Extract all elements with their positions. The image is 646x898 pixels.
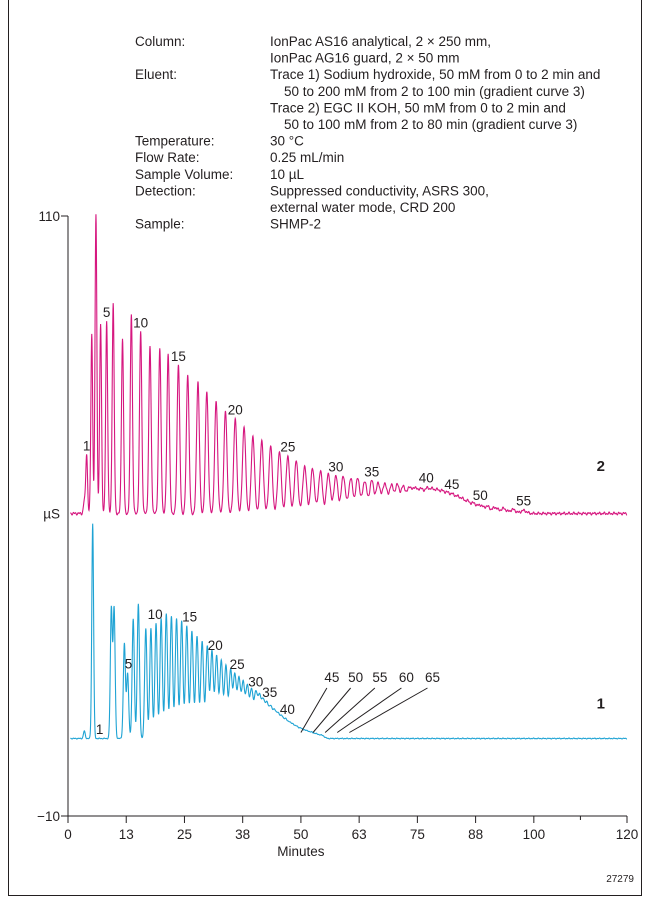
x-tick-label: 38 (235, 827, 250, 842)
trace-1-label: 1 (597, 696, 605, 713)
callout-label: 45 (324, 670, 339, 685)
peak-label: 10 (133, 315, 148, 330)
condition-value: 0.25 mL/min (270, 150, 344, 165)
peak-label: 35 (364, 464, 379, 479)
callout-leader-line (349, 687, 428, 733)
condition-label: Column: (135, 34, 185, 49)
condition-value: 10 µL (270, 167, 305, 182)
peak-label: 5 (103, 305, 111, 320)
peak-label: 40 (419, 470, 434, 485)
callout-label: 60 (399, 670, 414, 685)
condition-value: Trace 2) EGC II KOH, 50 mM from 0 to 2 m… (270, 100, 566, 115)
trace-1-line (70, 523, 628, 740)
peak-label: 25 (230, 657, 245, 672)
peak-label: 50 (473, 488, 488, 503)
peak-label: 20 (228, 403, 243, 418)
peak-label: 1 (96, 722, 104, 737)
peak-label: 20 (208, 638, 223, 653)
callout-label: 50 (348, 670, 363, 685)
condition-value: 50 to 100 mM from 2 to 80 min (gradient … (284, 117, 577, 132)
peak-label: 30 (248, 675, 263, 690)
peak-label: 5 (125, 657, 133, 672)
condition-label: Eluent: (135, 67, 177, 82)
x-tick-label: 0 (64, 827, 72, 842)
x-tick-label: 63 (352, 827, 367, 842)
condition-label: Sample Volume: (135, 167, 233, 182)
peak-label: 25 (280, 440, 295, 455)
peak-label: 40 (280, 702, 295, 717)
callout-label: 65 (425, 670, 440, 685)
callout-leader-line (336, 687, 402, 733)
condition-value: external water mode, CRD 200 (270, 200, 455, 215)
condition-value: IonPac AG16 guard, 2 × 50 mm (270, 51, 460, 66)
figure-frame (8, 0, 642, 896)
x-tick-label: 25 (177, 827, 192, 842)
callout-label: 55 (372, 670, 387, 685)
peak-label: 45 (444, 477, 459, 492)
trace-2-line (69, 214, 628, 516)
x-tick-label: 100 (523, 827, 546, 842)
condition-label: Sample: (135, 217, 185, 232)
peak-label: 55 (516, 493, 531, 508)
x-tick-label: 120 (616, 827, 639, 842)
condition-label: Temperature: (135, 134, 215, 149)
condition-value: Suppressed conductivity, ASRS 300, (270, 183, 489, 198)
y-tick-label: 110 (38, 209, 60, 224)
condition-value: IonPac AS16 analytical, 2 × 250 mm, (270, 34, 491, 49)
x-tick-label: 88 (468, 827, 483, 842)
callout-leader-line (324, 687, 376, 733)
callout-leader-line (312, 687, 352, 733)
callout-leader-line (300, 687, 328, 733)
condition-label: Detection: (135, 183, 196, 198)
peak-label: 1 (83, 438, 91, 453)
condition-value: 50 to 200 mM from 2 to 100 min (gradient… (284, 84, 585, 99)
peak-label: 10 (148, 607, 163, 622)
peak-label: 15 (182, 610, 197, 625)
chromatogram-traces (69, 214, 628, 740)
peak-label: 35 (262, 685, 277, 700)
x-tick-label: 50 (293, 827, 308, 842)
y-tick-label: −10 (37, 809, 60, 824)
chromatography-conditions: Column: IonPac AS16 analytical, 2 × 250 m… (135, 34, 600, 232)
condition-value: 30 °C (270, 134, 304, 149)
condition-value: SHMP-2 (270, 217, 321, 232)
x-tick-label: 75 (410, 827, 425, 842)
peak-label: 30 (328, 459, 343, 474)
peak-label: 15 (171, 349, 186, 364)
trace-2-label: 2 (597, 458, 605, 475)
x-axis-label: Minutes (277, 844, 325, 859)
condition-value: Trace 1) Sodium hydroxide, 50 mM from 0 … (270, 67, 600, 82)
condition-label: Flow Rate: (135, 150, 200, 165)
figure-number: 27279 (606, 874, 634, 885)
x-tick-label: 13 (119, 827, 134, 842)
y-axis-label: µS (43, 507, 60, 522)
